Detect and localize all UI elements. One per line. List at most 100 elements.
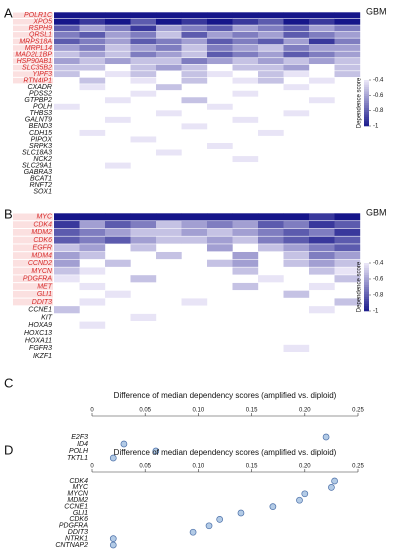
panel-tag: GBM — [366, 207, 387, 217]
gene-label: RNFT2 — [29, 182, 52, 189]
heat-cell — [258, 31, 284, 38]
heat-cell — [232, 44, 259, 51]
heat-cell — [156, 18, 182, 25]
heat-cell — [130, 213, 157, 221]
panel-letter: D — [4, 442, 13, 457]
heat-cell — [130, 71, 157, 78]
gene-label: XPO5 — [32, 19, 52, 26]
colorbar-step — [364, 267, 369, 271]
heat-cell — [105, 12, 131, 19]
heat-cell — [156, 31, 182, 38]
gene-label: MET — [37, 283, 53, 290]
heat-cell — [105, 236, 131, 244]
label-highlight — [13, 252, 53, 259]
heat-cell — [105, 71, 131, 78]
colorbar-label: -1 — [373, 124, 379, 130]
heat-cell — [334, 244, 361, 252]
heat-cell — [207, 51, 233, 58]
x-tick-label: 0.15 — [246, 408, 258, 414]
heat-cell — [283, 259, 310, 267]
heat-cell — [54, 275, 80, 283]
gene-label: GALNT9 — [25, 117, 52, 124]
heat-cell — [334, 228, 361, 236]
heat-cell — [54, 58, 80, 64]
heat-cell — [105, 38, 131, 45]
label-highlight — [13, 221, 53, 228]
gene-label: SLC29A1 — [22, 162, 52, 169]
heat-cell — [156, 110, 182, 117]
heat-cell — [283, 44, 310, 51]
heat-cell — [130, 64, 157, 71]
heat-cell — [130, 44, 157, 51]
heat-cell — [79, 25, 106, 32]
colorbar-step — [364, 93, 369, 97]
colorbar-step — [364, 121, 369, 124]
heat-cell — [130, 12, 157, 19]
heat-cell — [54, 51, 80, 58]
dot — [189, 528, 197, 536]
gene-label: MDM2 — [67, 497, 88, 504]
colorbar-step — [364, 89, 369, 92]
dot — [109, 454, 117, 462]
heat-cell — [283, 58, 310, 64]
heat-cell — [334, 251, 361, 260]
heat-cell — [181, 31, 208, 38]
heat-cell — [232, 12, 259, 19]
heat-cell — [334, 71, 361, 78]
heat-cell — [156, 51, 182, 58]
heat-cell — [156, 149, 182, 156]
x-tick-label: 0.10 — [193, 464, 205, 470]
heat-cell — [105, 25, 131, 32]
heat-cell — [283, 31, 310, 38]
label-highlight — [13, 213, 53, 221]
heat-cell — [258, 58, 284, 64]
heat-cell — [207, 12, 233, 19]
heat-cell — [232, 251, 259, 260]
heat-cell — [309, 213, 335, 221]
heat-cell — [309, 228, 335, 236]
heat-cell — [207, 103, 233, 110]
heat-cell — [334, 44, 361, 51]
heat-cell — [79, 58, 106, 64]
heat-cell — [181, 236, 208, 244]
heat-cell — [130, 221, 157, 229]
x-tick-label: 0 — [90, 464, 94, 470]
heat-cell — [54, 236, 80, 244]
heat-cell — [258, 25, 284, 32]
heat-cell — [54, 213, 80, 221]
colorbar-title: Dependence score — [357, 77, 363, 128]
gene-label: BCAT1 — [30, 176, 52, 183]
label-highlight — [13, 58, 53, 64]
heat-cell — [334, 12, 361, 19]
heat-cell — [334, 236, 361, 244]
heat-cell — [309, 38, 335, 45]
heat-cell — [232, 259, 259, 267]
heat-cell — [283, 251, 310, 260]
heat-cell — [54, 31, 80, 38]
heat-cell — [156, 84, 182, 91]
label-highlight — [13, 290, 53, 298]
heat-cell — [130, 236, 157, 244]
heat-cell — [258, 244, 284, 252]
colorbar-step — [364, 287, 369, 290]
heat-cell — [130, 51, 157, 58]
heat-cell — [181, 298, 208, 306]
dot — [331, 477, 338, 485]
heat-cell — [130, 38, 157, 45]
label-highlight — [13, 38, 53, 45]
heat-cell — [79, 51, 106, 58]
heat-cell — [181, 213, 208, 221]
heat-cell — [309, 282, 335, 291]
gene-label: POLH — [33, 104, 53, 111]
heat-cell — [79, 38, 106, 45]
heat-cell — [130, 90, 157, 97]
colorbar-step — [364, 109, 369, 113]
heat-cell — [105, 162, 131, 169]
heat-cell — [258, 71, 284, 78]
heat-cell — [258, 18, 284, 25]
colorbar-step — [364, 100, 369, 104]
heat-cell — [207, 31, 233, 38]
heat-cell — [79, 129, 106, 136]
heat-cell — [309, 31, 335, 38]
heat-cell — [207, 143, 233, 149]
